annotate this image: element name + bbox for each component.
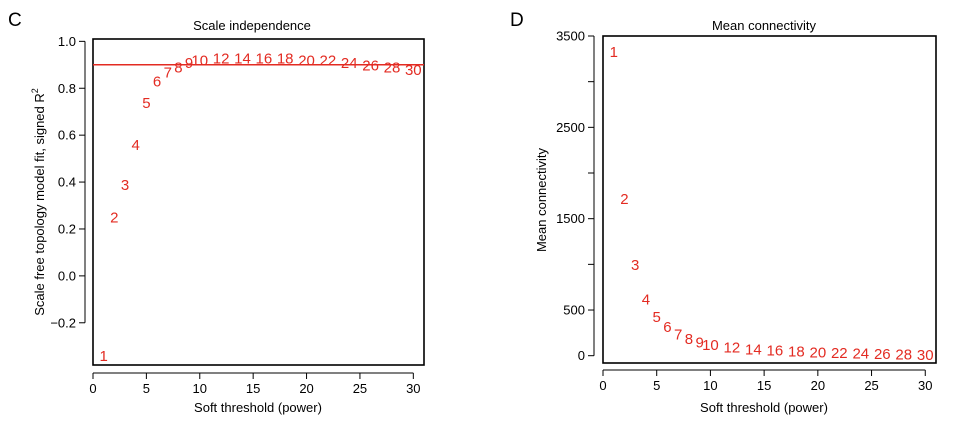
data-point-label: 6 xyxy=(663,319,671,336)
y-axis: −0.2 0.0 0.2 0.4 0.6 0.8 1.0 xyxy=(50,34,86,330)
x-tick-label: 25 xyxy=(864,378,878,393)
y-tick-label: 0.0 xyxy=(58,268,76,283)
data-point-label: 2 xyxy=(620,191,628,208)
data-point-label: 24 xyxy=(341,55,358,72)
x-tick-label: 15 xyxy=(757,378,771,393)
scale-independence-panel: C Scale independence 0 5 10 15 20 25 30 −0.20.… xyxy=(8,10,425,415)
x-axis-title: Soft threshold (power) xyxy=(700,400,828,415)
data-point-label: 16 xyxy=(767,343,784,360)
data-point-label: 28 xyxy=(384,60,401,77)
x-tick-label: 0 xyxy=(599,378,606,393)
data-point-label: 30 xyxy=(917,347,934,364)
y-axis-title-main: Scale free topology model fit, signed R xyxy=(32,93,47,316)
data-point-label: 8 xyxy=(174,60,182,77)
data-point-label: 9 xyxy=(185,55,193,72)
y-tick-label: 3500 xyxy=(556,29,585,44)
data-point-label: 2 xyxy=(110,210,118,227)
data-point-label: 5 xyxy=(142,95,150,112)
plot-frame xyxy=(92,38,425,366)
data-point-label: 1 xyxy=(610,44,618,61)
y-axis-title-sup: 2 xyxy=(30,88,40,93)
y-tick-label: 0.8 xyxy=(58,81,76,96)
panel-letter-c: C xyxy=(8,10,22,31)
data-point-label: 26 xyxy=(874,346,891,363)
x-tick-label: 10 xyxy=(703,378,717,393)
x-tick-label: 15 xyxy=(246,381,260,396)
data-point-label: 20 xyxy=(298,53,315,70)
data-point-label: 26 xyxy=(362,57,379,74)
data-point-label: 6 xyxy=(153,74,161,91)
x-axis: 0 5 10 15 20 25 30 xyxy=(89,372,421,396)
data-point-label: 16 xyxy=(255,50,272,67)
data-point-label: 12 xyxy=(724,340,741,357)
data-point-label: 20 xyxy=(809,345,826,362)
data-point-label: 3 xyxy=(121,177,129,194)
x-tick-label: 0 xyxy=(89,381,96,396)
plot-frame xyxy=(602,35,937,364)
data-point-label: 4 xyxy=(132,137,140,154)
data-point-label: 28 xyxy=(895,347,912,364)
data-point-label: 22 xyxy=(320,53,337,70)
x-tick-label: 30 xyxy=(918,378,932,393)
y-tick-label: 0.6 xyxy=(58,128,76,143)
data-point-label: 9 xyxy=(696,334,704,351)
y-tick-label: 0.4 xyxy=(58,175,76,190)
data-point-label: 12 xyxy=(213,50,230,67)
y-tick-label: −0.2 xyxy=(50,315,76,330)
data-point-label: 5 xyxy=(653,309,661,326)
data-point-label: 22 xyxy=(831,345,848,362)
mean-connectivity-panel: D Mean connectivity 0 5 10 15 20 25 30 0500150… xyxy=(510,10,937,415)
x-tick-label: 20 xyxy=(299,381,313,396)
data-point-label: 3 xyxy=(631,257,639,274)
data-point-label: 1 xyxy=(100,348,108,365)
data-point-label: 7 xyxy=(164,64,172,81)
data-point-label: 10 xyxy=(191,53,208,70)
y-tick-label: 1500 xyxy=(556,211,585,226)
data-point-label: 8 xyxy=(685,331,693,348)
chart-title: Scale independence xyxy=(193,18,311,33)
y-tick-label: 2500 xyxy=(556,120,585,135)
y-tick-label: 1.0 xyxy=(58,34,76,49)
data-point-label: 14 xyxy=(745,341,762,358)
y-tick-label: 500 xyxy=(563,303,585,318)
data-point-label: 14 xyxy=(234,50,251,67)
y-axis-title: Scale free topology model fit, signed R2 xyxy=(30,88,47,316)
x-tick-label: 25 xyxy=(353,381,367,396)
x-tick-label: 30 xyxy=(406,381,420,396)
chart-title: Mean connectivity xyxy=(712,18,817,33)
data-point-label: 4 xyxy=(642,292,650,309)
panel-letter-d: D xyxy=(510,10,524,31)
x-tick-label: 10 xyxy=(193,381,207,396)
data-point-label: 24 xyxy=(852,346,869,363)
y-axis: 0 500 1500 2500 3500 xyxy=(556,29,595,363)
x-tick-label: 5 xyxy=(143,381,150,396)
data-point-label: 30 xyxy=(405,62,422,79)
x-axis: 0 5 10 15 20 25 30 xyxy=(599,369,932,393)
data-point-label: 10 xyxy=(702,337,719,354)
y-axis-title: Mean connectivity xyxy=(534,147,549,252)
x-tick-label: 20 xyxy=(811,378,825,393)
data-point-label: 18 xyxy=(277,50,294,67)
data-point-label: 18 xyxy=(788,344,805,361)
data-point-label: 7 xyxy=(674,326,682,343)
y-tick-label: 0 xyxy=(578,348,585,363)
y-tick-label: 0.2 xyxy=(58,221,76,236)
x-axis-title: Soft threshold (power) xyxy=(194,400,322,415)
x-tick-label: 5 xyxy=(653,378,660,393)
